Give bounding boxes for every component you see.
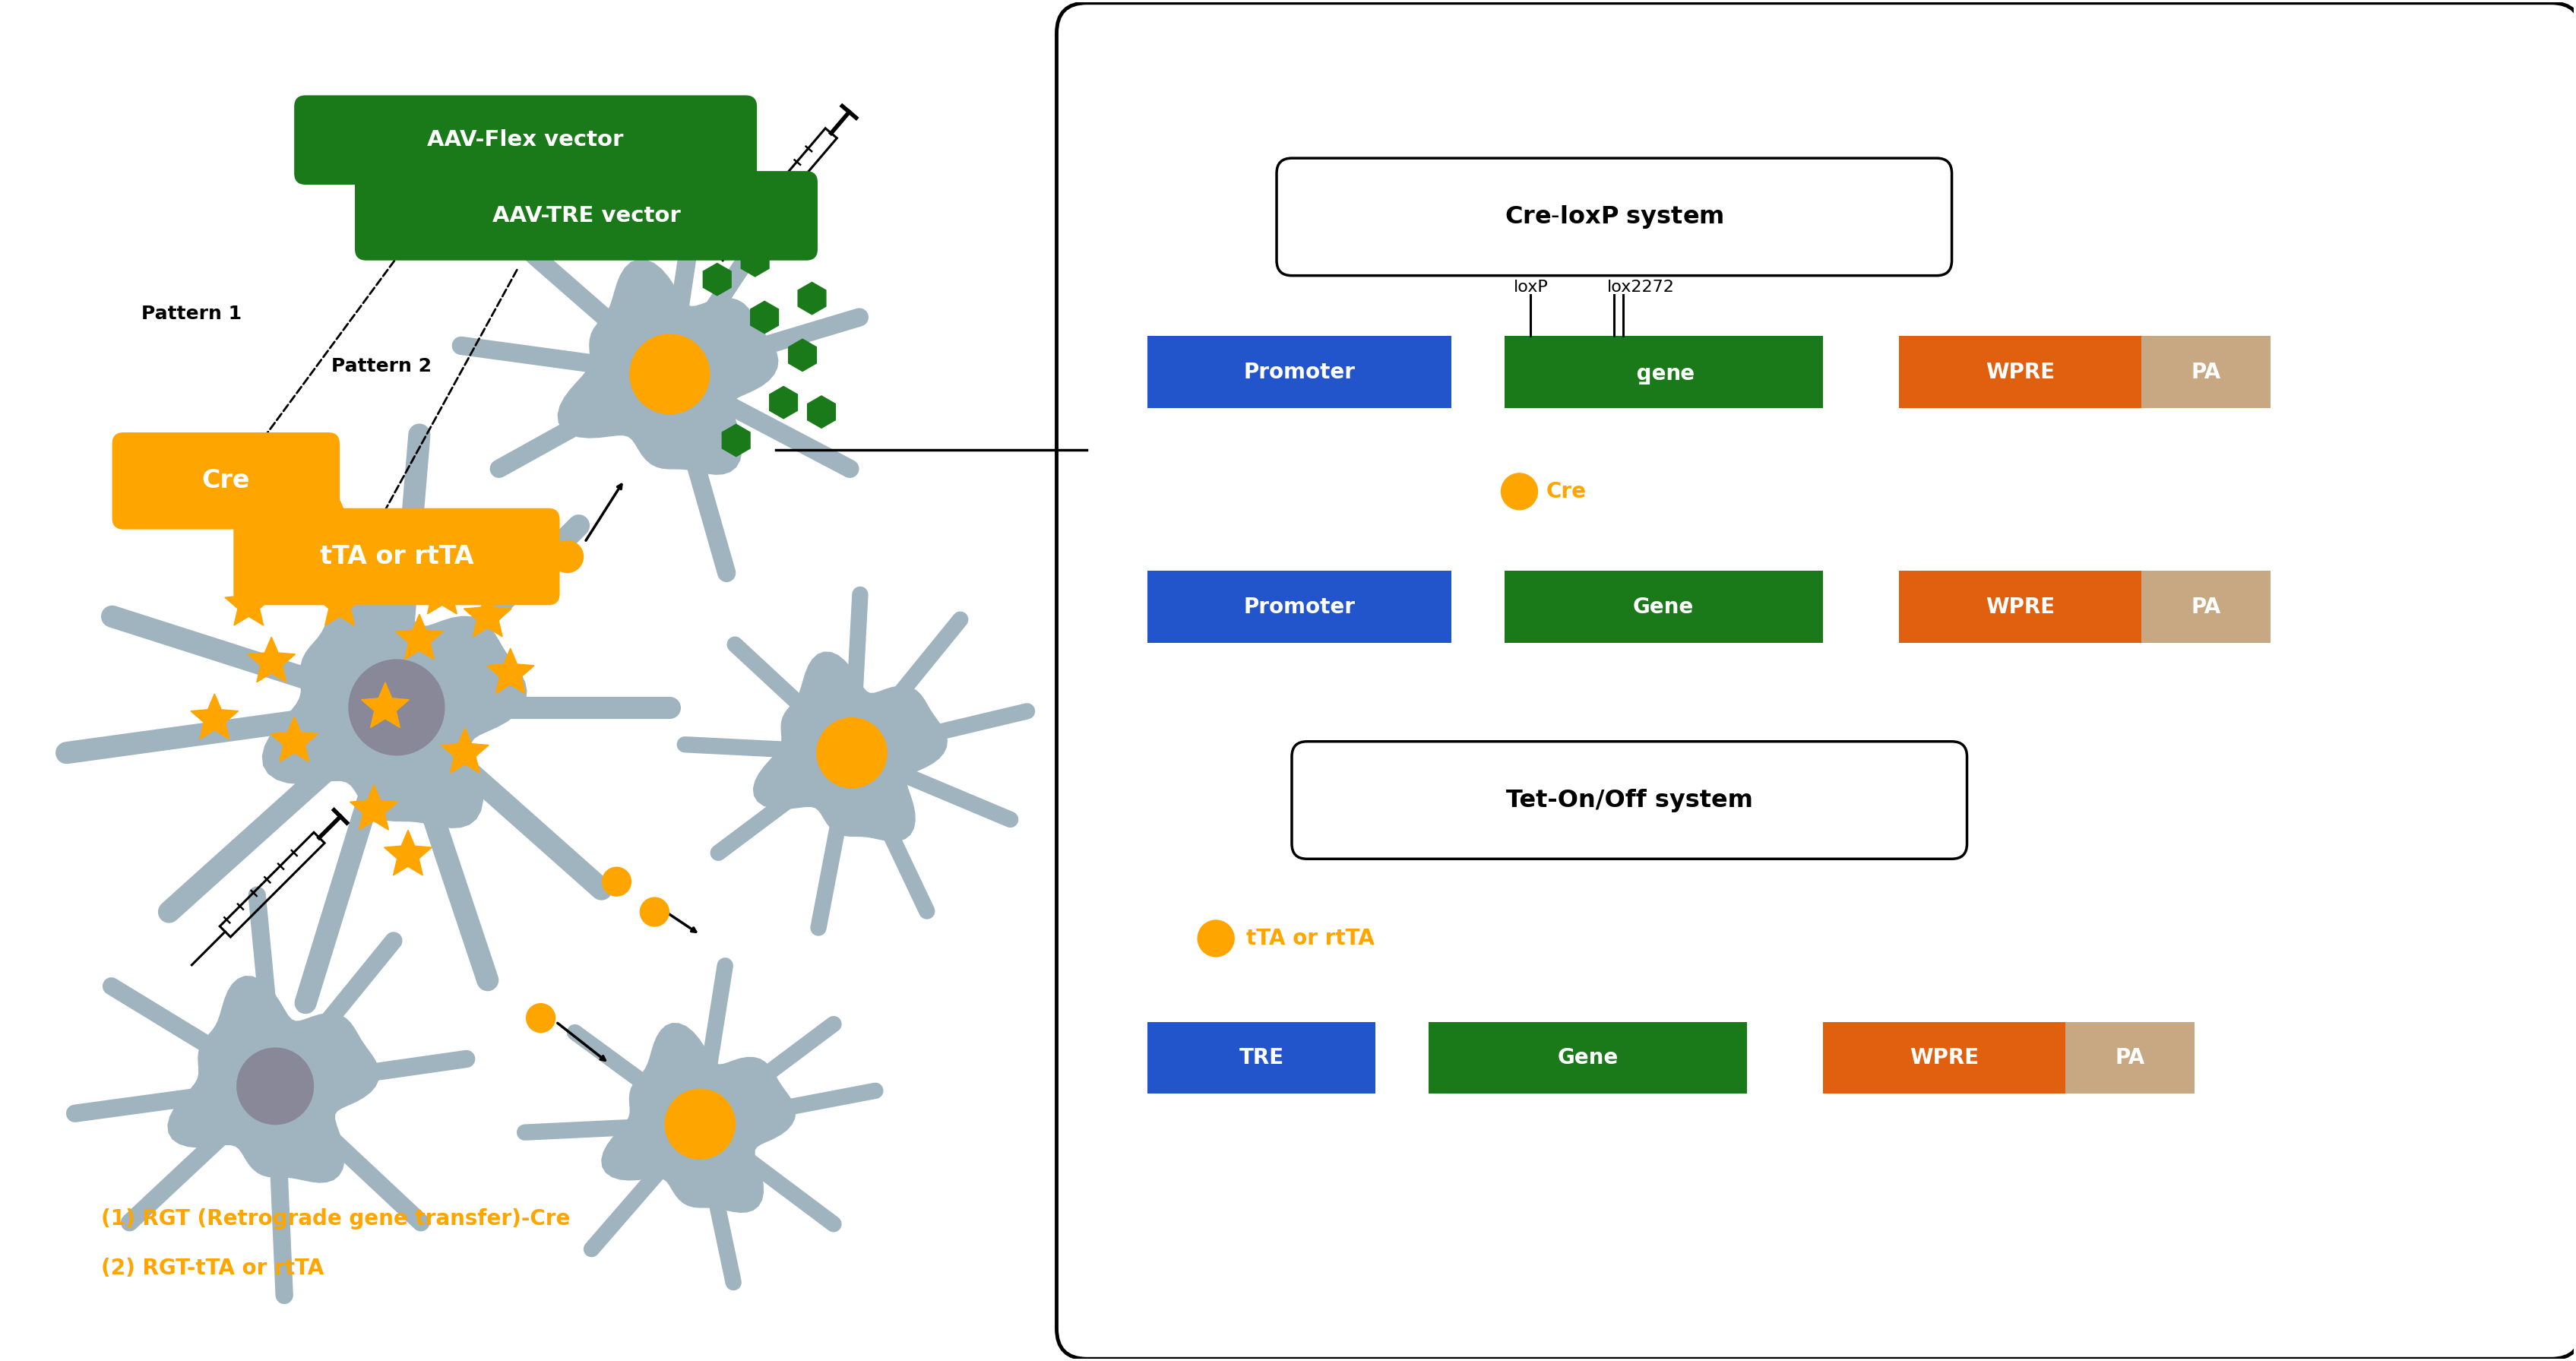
Circle shape — [1198, 920, 1234, 957]
FancyBboxPatch shape — [1149, 1022, 1376, 1094]
Text: ǝuǝƃ: ǝuǝƃ — [1633, 362, 1692, 382]
Circle shape — [631, 335, 708, 414]
Polygon shape — [397, 614, 443, 660]
FancyBboxPatch shape — [113, 433, 340, 529]
Polygon shape — [417, 569, 466, 614]
Text: WPRE: WPRE — [1986, 362, 2056, 382]
Text: Pattern 2: Pattern 2 — [332, 358, 433, 376]
Polygon shape — [559, 260, 778, 475]
FancyBboxPatch shape — [1504, 572, 1824, 642]
Text: tTA or rtTA: tTA or rtTA — [319, 544, 474, 569]
FancyBboxPatch shape — [1149, 572, 1450, 642]
Polygon shape — [487, 648, 533, 694]
Polygon shape — [167, 976, 379, 1183]
FancyBboxPatch shape — [1149, 336, 1450, 408]
Text: AAV-TRE vector: AAV-TRE vector — [492, 206, 680, 226]
Polygon shape — [788, 339, 817, 372]
Polygon shape — [703, 263, 732, 295]
Polygon shape — [440, 728, 489, 773]
Text: lox2272: lox2272 — [1607, 279, 1674, 294]
Text: Gene: Gene — [1633, 596, 1695, 618]
Text: Pattern 1: Pattern 1 — [142, 305, 242, 323]
Polygon shape — [770, 387, 799, 419]
Text: TRE: TRE — [1239, 1047, 1283, 1068]
Polygon shape — [742, 245, 770, 276]
Circle shape — [526, 1003, 556, 1033]
FancyBboxPatch shape — [1427, 1022, 1747, 1094]
Text: Gene: Gene — [1556, 1047, 1618, 1068]
FancyBboxPatch shape — [2141, 572, 2269, 642]
Circle shape — [603, 867, 631, 896]
Polygon shape — [361, 682, 410, 728]
Circle shape — [551, 540, 582, 573]
Circle shape — [237, 1048, 314, 1124]
Polygon shape — [224, 580, 273, 625]
FancyBboxPatch shape — [1278, 158, 1953, 275]
Text: WPRE: WPRE — [1986, 596, 2056, 618]
Text: PA: PA — [2192, 596, 2221, 618]
Circle shape — [639, 897, 670, 927]
Text: Tet-On/Off system: Tet-On/Off system — [1507, 788, 1752, 813]
FancyBboxPatch shape — [1504, 336, 1824, 408]
FancyBboxPatch shape — [2141, 336, 2269, 408]
FancyBboxPatch shape — [1291, 742, 1968, 859]
Polygon shape — [191, 694, 240, 739]
Polygon shape — [350, 785, 397, 830]
Text: $\mathbf{Cre\text{-}}$$\mathit{\mathbf{loxP}}$$\mathbf{\ system}$: $\mathbf{Cre\text{-}}$$\mathit{\mathbf{l… — [1504, 204, 1723, 230]
Text: PA: PA — [2192, 362, 2221, 382]
Text: Promoter: Promoter — [1244, 596, 1355, 618]
Circle shape — [817, 717, 886, 788]
FancyBboxPatch shape — [234, 508, 559, 606]
Circle shape — [348, 660, 446, 755]
Circle shape — [1502, 474, 1538, 509]
Text: PA: PA — [2115, 1047, 2146, 1068]
Polygon shape — [270, 535, 317, 580]
Polygon shape — [317, 580, 363, 625]
Polygon shape — [464, 592, 513, 637]
Text: Cre: Cre — [201, 468, 250, 494]
FancyBboxPatch shape — [355, 171, 817, 260]
FancyBboxPatch shape — [1899, 572, 2141, 642]
Text: loxP: loxP — [1512, 279, 1548, 294]
Text: (2) RGT-tTA or rtTA: (2) RGT-tTA or rtTA — [100, 1258, 325, 1278]
Polygon shape — [752, 652, 948, 841]
FancyBboxPatch shape — [1824, 1022, 2066, 1094]
Polygon shape — [317, 501, 363, 546]
FancyBboxPatch shape — [294, 95, 757, 185]
Polygon shape — [263, 570, 526, 827]
Polygon shape — [721, 425, 750, 456]
Polygon shape — [247, 637, 296, 682]
Text: (1) RGT (Retrograde gene transfer)-Cre: (1) RGT (Retrograde gene transfer)-Cre — [100, 1209, 569, 1229]
Circle shape — [665, 1089, 734, 1160]
Polygon shape — [806, 396, 835, 429]
FancyBboxPatch shape — [1899, 336, 2141, 408]
Text: AAV-Flex vector: AAV-Flex vector — [428, 129, 623, 151]
Polygon shape — [407, 535, 453, 580]
Polygon shape — [270, 716, 317, 762]
Text: WPRE: WPRE — [1909, 1047, 1978, 1068]
FancyBboxPatch shape — [2066, 1022, 2195, 1094]
Text: Cre: Cre — [1546, 480, 1587, 502]
FancyBboxPatch shape — [1056, 3, 2576, 1358]
Text: tTA or rtTA: tTA or rtTA — [1247, 928, 1376, 949]
Text: Promoter: Promoter — [1244, 362, 1355, 382]
Polygon shape — [603, 1023, 796, 1213]
Polygon shape — [384, 830, 433, 875]
Polygon shape — [750, 301, 778, 333]
Polygon shape — [799, 282, 827, 314]
